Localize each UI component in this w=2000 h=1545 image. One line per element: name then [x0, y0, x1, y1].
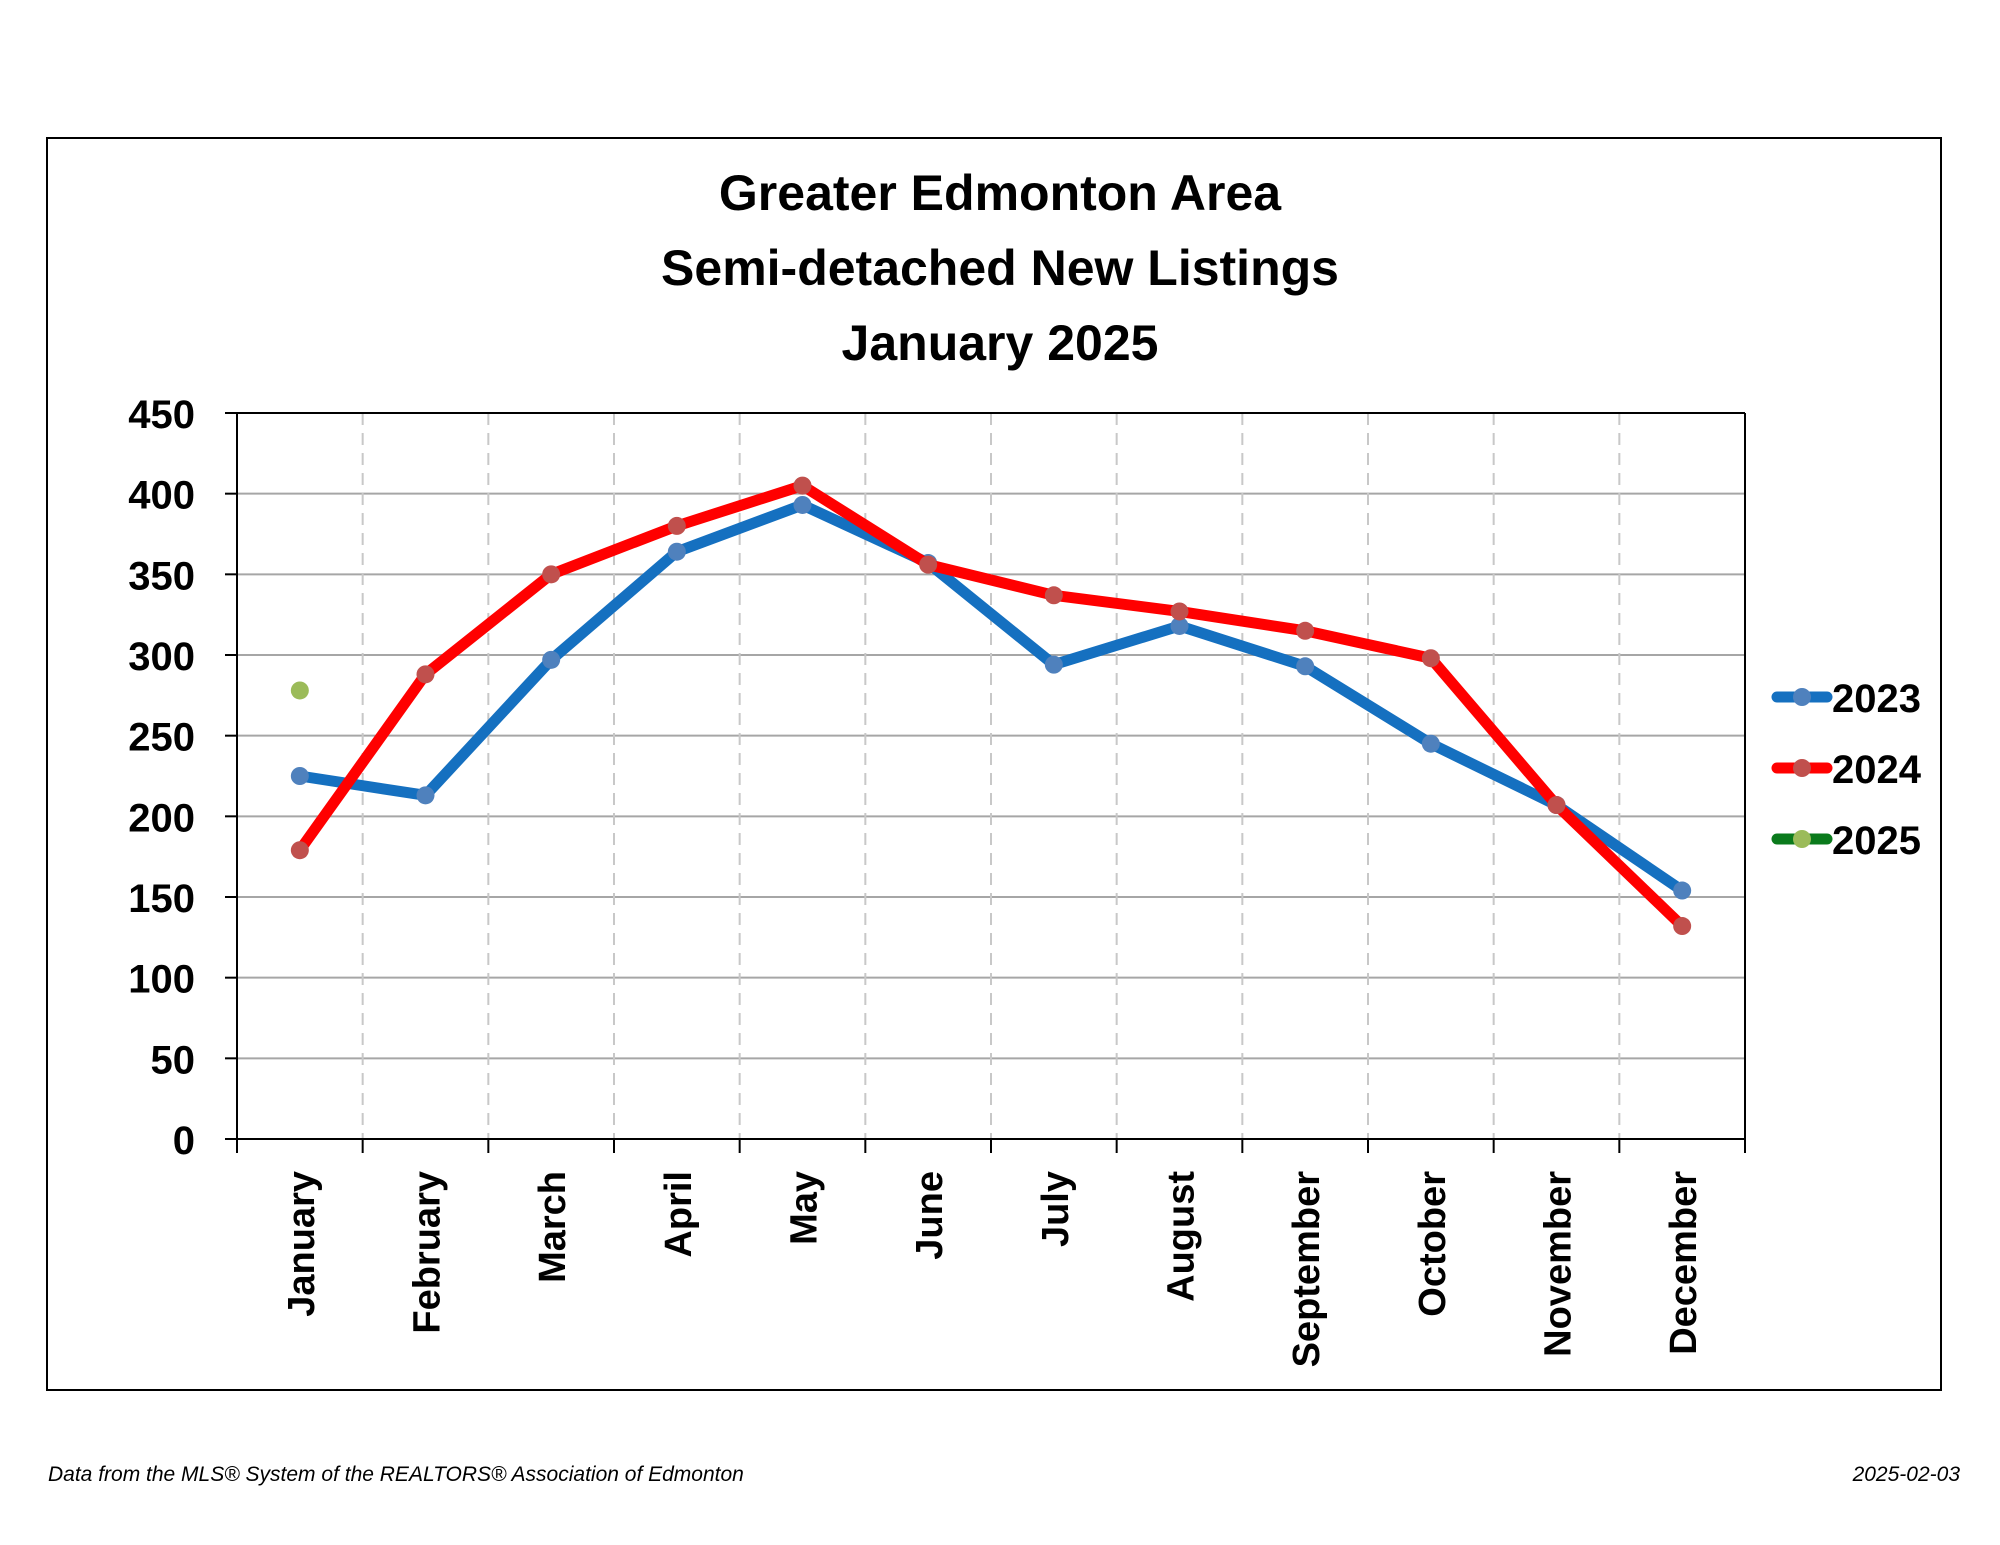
- data-point-2024: [1170, 602, 1189, 621]
- data-point-2023: [1421, 734, 1440, 753]
- data-point-2024: [1673, 917, 1692, 936]
- data-point-2024: [416, 665, 435, 684]
- series-line-2023: [294, 499, 1688, 897]
- report-date: 2025-02-03: [1852, 1463, 1960, 1486]
- x-tick-label: March: [532, 1171, 574, 1283]
- data-point-2024: [1421, 649, 1440, 668]
- y-tick-label: 450: [128, 393, 195, 437]
- x-tick-label: December: [1663, 1171, 1705, 1355]
- legend-marker-2023: [1793, 688, 1811, 706]
- x-tick-label: September: [1286, 1171, 1328, 1368]
- data-point-2023: [1673, 881, 1692, 900]
- y-tick-label: 100: [128, 958, 195, 1002]
- chart-frame: [46, 137, 1942, 1391]
- x-tick-label: August: [1161, 1171, 1203, 1302]
- legend-label-2023: 2023: [1832, 677, 1921, 721]
- grid-lines: [237, 412, 1745, 1139]
- chart-title-line-2: Semi-detached New Listings: [661, 240, 1339, 296]
- x-tick-label: October: [1412, 1171, 1454, 1317]
- data-point-2024: [667, 516, 686, 535]
- series-line-2024: [294, 480, 1688, 932]
- y-tick-label: 300: [128, 635, 195, 679]
- chart-title-line-1: Greater Edmonton Area: [719, 165, 1282, 221]
- data-point-2024: [290, 841, 309, 860]
- data-point-2024: [1044, 586, 1063, 605]
- x-tick-label: April: [658, 1171, 700, 1258]
- x-tick-label: June: [909, 1171, 951, 1260]
- data-point-2023: [1044, 655, 1063, 674]
- y-tick-label: 0: [173, 1119, 195, 1163]
- data-point-2024: [919, 555, 938, 574]
- y-tick-label: 150: [128, 877, 195, 921]
- y-tick-label: 50: [151, 1038, 196, 1082]
- chart-title-line-3: January 2025: [842, 315, 1159, 371]
- legend-label-2024: 2024: [1832, 748, 1922, 792]
- x-tick-label: May: [784, 1171, 826, 1245]
- data-point-2023: [290, 767, 309, 785]
- x-tick-label: November: [1538, 1171, 1580, 1357]
- x-tick-label: January: [281, 1171, 323, 1317]
- data-point-2023: [416, 786, 435, 805]
- x-tick-label: July: [1035, 1171, 1077, 1247]
- data-point-2025: [290, 681, 309, 700]
- legend-label-2025: 2025: [1832, 819, 1921, 863]
- y-tick-label: 200: [128, 796, 195, 840]
- data-point-2024: [1296, 621, 1315, 640]
- legend-marker-2025: [1793, 830, 1811, 848]
- x-tick-label: February: [407, 1171, 449, 1334]
- y-tick-label: 400: [128, 474, 195, 518]
- y-tick-label: 250: [128, 716, 195, 760]
- data-point-2023: [542, 650, 561, 669]
- source-note: Data from the MLS® System of the REALTOR…: [48, 1463, 744, 1486]
- data-point-2024: [793, 476, 812, 495]
- chart-title: Greater Edmonton Area Semi-detached New …: [661, 165, 1339, 371]
- series-lines: [290, 476, 1692, 936]
- legend: 2023 2024 2025: [1771, 677, 1922, 863]
- data-point-2023: [1170, 616, 1189, 635]
- data-point-2023: [793, 495, 812, 514]
- axes: 0 50 100 150 200 250 300 350 400 450 January Februa…: [128, 393, 1746, 1368]
- y-tick-label: 350: [128, 554, 195, 598]
- data-point-2023: [1296, 657, 1315, 676]
- data-point-2023: [667, 542, 686, 561]
- data-point-2024: [1547, 796, 1566, 815]
- legend-marker-2024: [1793, 759, 1811, 777]
- data-point-2024: [542, 565, 561, 584]
